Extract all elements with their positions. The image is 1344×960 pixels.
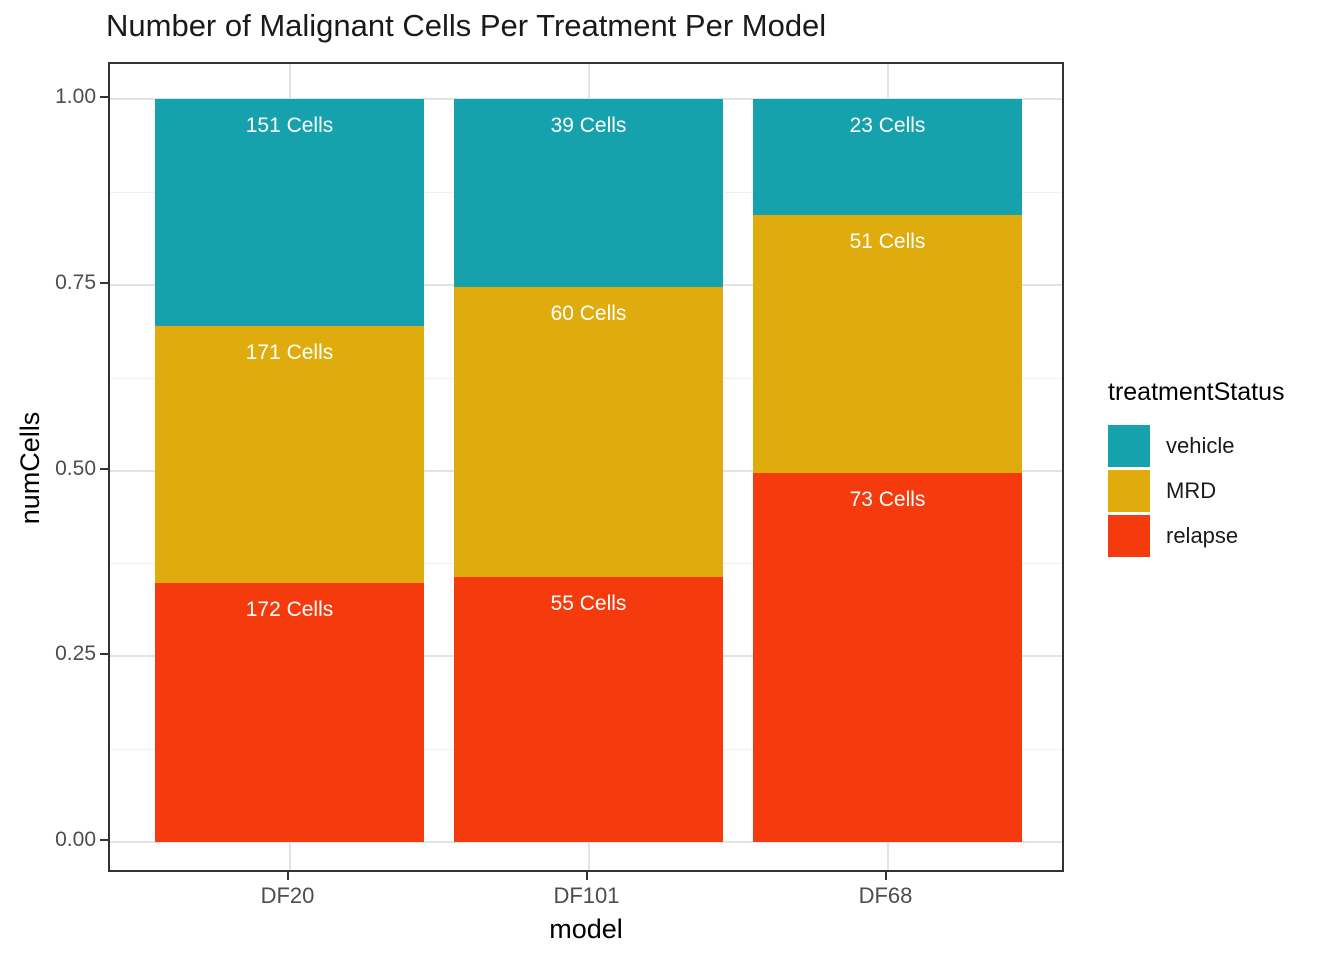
chart-title: Number of Malignant Cells Per Treatment … (106, 8, 827, 43)
bar-segment-MRD-DF68 (753, 215, 1022, 474)
bar-segment-MRD-DF20 (155, 326, 424, 584)
bar-label-vehicle-DF68: 23 Cells (849, 114, 926, 137)
legend-item-MRD: MRD (1108, 470, 1344, 512)
y-tick-mark (100, 281, 108, 284)
legend-key-swatch (1108, 470, 1150, 512)
bar-segment-relapse-DF20 (155, 583, 424, 842)
legend-title: treatmentStatus (1108, 378, 1285, 406)
x-tick-mark (585, 872, 588, 880)
bar-segment-vehicle-DF68 (753, 99, 1022, 216)
bar-segment-vehicle-DF20 (155, 99, 424, 327)
bar-label-relapse-DF20: 172 Cells (245, 598, 334, 622)
bar-segment-vehicle-DF101 (454, 99, 723, 288)
y-tick-label: 0.50 (55, 456, 96, 480)
bar-segment-relapse-DF101 (454, 576, 723, 842)
bar-label-vehicle-DF101: 39 Cells (550, 114, 627, 137)
y-tick-label: 1.00 (55, 85, 96, 108)
legend-item-label: MRD (1166, 478, 1217, 503)
x-tick-label: DF20 (260, 883, 315, 908)
bar-segment-MRD-DF101 (454, 287, 723, 577)
bar-label-MRD-DF68: 51 Cells (849, 230, 926, 254)
y-tick-label: 0.75 (55, 270, 96, 294)
y-tick-mark (100, 653, 108, 656)
bar-label-relapse-DF68: 73 Cells (849, 488, 926, 512)
y-axis-title: numCells (15, 411, 45, 525)
legend-item-label: relapse (1166, 523, 1239, 548)
y-tick-mark (100, 839, 108, 841)
legend-item-vehicle: vehicle (1108, 425, 1344, 467)
legend-item-relapse: relapse (1108, 515, 1344, 557)
y-tick-mark (100, 96, 108, 98)
bar-label-vehicle-DF20: 151 Cells (245, 114, 334, 137)
x-tick-label: DF101 (553, 883, 620, 908)
y-tick-mark (100, 467, 108, 470)
legend-item-label: vehicle (1166, 433, 1235, 458)
y-tick-label: 0.25 (55, 642, 96, 666)
bar-label-relapse-DF101: 55 Cells (550, 591, 627, 615)
x-tick-label: DF68 (858, 883, 913, 908)
legend-key-swatch (1108, 515, 1150, 557)
x-tick-mark (286, 872, 289, 880)
bar-label-MRD-DF20: 171 Cells (245, 341, 334, 365)
y-tick-label: 0.00 (55, 828, 96, 851)
bar-label-MRD-DF101: 60 Cells (550, 302, 627, 326)
gridline-y-major (110, 841, 1062, 843)
plot-panel: 151 Cells 171 Cells 172 Cells 39 Cells 60 Ce… (108, 62, 1064, 872)
legend-key-swatch (1108, 425, 1150, 467)
legend: treatmentStatus vehicle MRD relapse (1100, 378, 1344, 560)
x-tick-mark (884, 872, 887, 880)
legend-items: vehicle MRD relapse (1100, 425, 1344, 557)
bar-segment-relapse-DF68 (753, 473, 1022, 842)
x-axis-title: model (549, 914, 623, 944)
